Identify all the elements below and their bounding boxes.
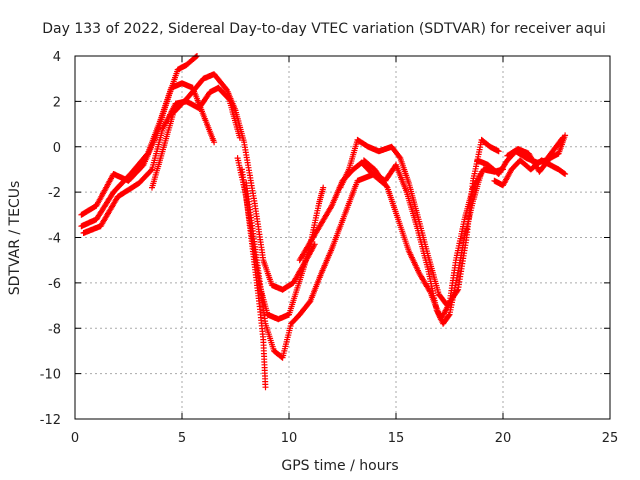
series-track-10: [360, 157, 506, 323]
marker-path-track-7: [243, 161, 485, 361]
y-axis-label: SDTVAR / TECUs: [7, 181, 23, 296]
y-tick-label: 0: [53, 141, 61, 156]
series-track-13: [504, 132, 569, 175]
x-tick-label: 10: [281, 431, 298, 446]
series-track-4: [149, 71, 318, 293]
marker-path-track-13: [504, 132, 569, 175]
y-tick-label: -8: [48, 322, 61, 337]
y-tick-label: -6: [48, 277, 61, 292]
series-track-7: [243, 161, 485, 361]
chart-title: Day 133 of 2022, Sidereal Day-to-day VTE…: [42, 21, 605, 37]
data-markers: [78, 53, 569, 391]
y-tick-label: -4: [48, 232, 61, 247]
y-tick-label: -2: [48, 186, 61, 201]
marker-path-track-10: [360, 157, 506, 323]
x-tick-label: 5: [178, 431, 186, 446]
marker-path-track-12: [491, 157, 569, 189]
x-axis-label: GPS time / hours: [281, 458, 398, 474]
series-track-2: [78, 80, 218, 230]
x-tick-label: 25: [602, 431, 619, 446]
series-track-9: [337, 136, 502, 309]
series-track-12: [491, 157, 569, 189]
x-tick-label: 0: [71, 431, 79, 446]
marker-path-track-2: [78, 80, 218, 230]
marker-path-track-9: [337, 136, 502, 309]
y-tick-label: -12: [40, 413, 61, 428]
y-tick-label: 2: [53, 95, 61, 110]
axis-ticks: 0 5 10 15 20 25 -12 -10 -8 -6 -4 -2 0 2 4: [40, 50, 619, 446]
marker-path-track-4: [149, 71, 318, 293]
x-tick-label: 15: [388, 431, 405, 446]
grid-lines: [75, 56, 610, 419]
y-tick-label: -10: [40, 368, 61, 383]
y-tick-label: 4: [53, 50, 61, 65]
x-tick-label: 20: [495, 431, 512, 446]
